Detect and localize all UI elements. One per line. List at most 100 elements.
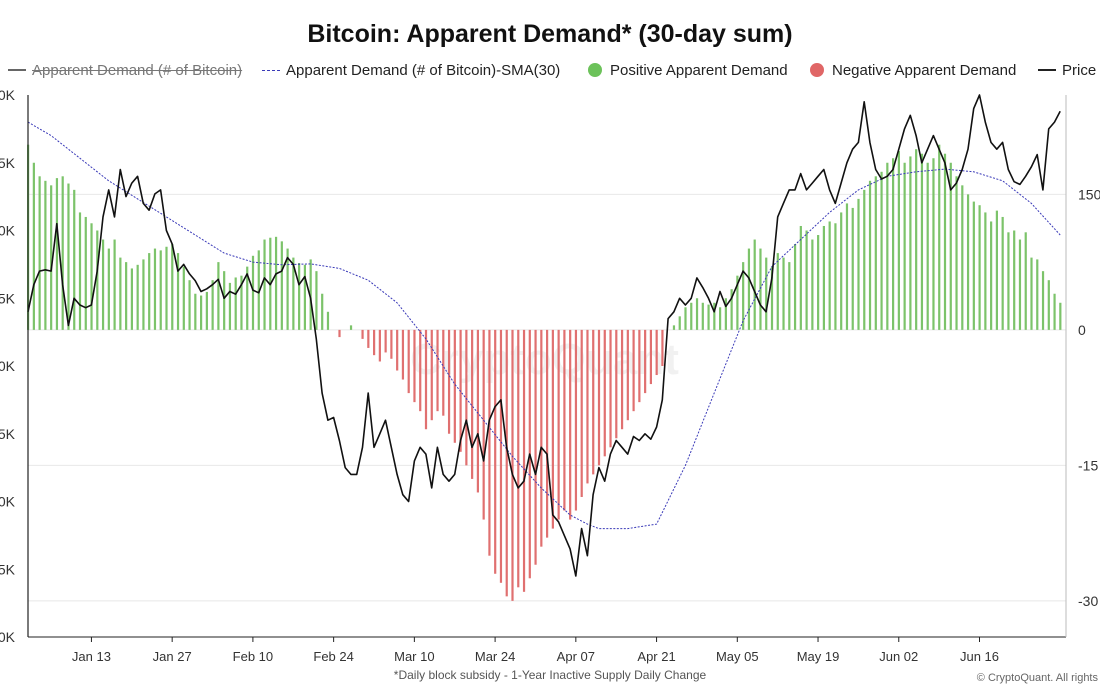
positive-demand-bar (943, 153, 947, 330)
negative-demand-bar (638, 329, 641, 403)
positive-demand-bar (50, 185, 53, 330)
positive-demand-bar (280, 241, 283, 330)
positive-demand-bar (747, 248, 751, 330)
positive-demand-bar (159, 250, 162, 330)
positive-demand-bar (684, 307, 687, 330)
demand-bars (27, 144, 1062, 601)
legend-item-sma[interactable]: Apparent Demand (# of Bitcoin)-SMA(30) (262, 58, 560, 82)
negative-demand-bar (574, 329, 578, 511)
left-tick-label: 0K (0, 629, 16, 645)
positive-demand-bar (805, 230, 808, 330)
positive-demand-bar (851, 207, 854, 330)
positive-demand-bar (274, 236, 278, 330)
positive-demand-bar (707, 304, 710, 330)
price-line (27, 94, 1061, 577)
positive-demand-bar (695, 298, 699, 330)
negative-demand-bar (401, 329, 405, 380)
negative-demand-bar (419, 329, 422, 412)
positive-demand-bar (1024, 232, 1027, 330)
positive-demand-bar (182, 266, 185, 330)
positive-demand-bar (119, 257, 122, 330)
negative-demand-bar (517, 329, 520, 588)
positive-demand-bar (228, 282, 232, 330)
x-tick-label: Jan 13 (72, 649, 111, 664)
legend-green-dot (588, 63, 602, 77)
x-tick-label: May 05 (716, 649, 759, 664)
positive-demand-bar (326, 311, 330, 330)
positive-demand-bar (90, 223, 93, 330)
positive-demand-bar (828, 221, 831, 330)
left-tick-label: 0K (0, 223, 16, 239)
positive-demand-bar (701, 302, 704, 330)
negative-demand-bar (396, 329, 399, 371)
negative-demand-bar (390, 329, 393, 359)
positive-demand-bar (834, 223, 837, 330)
positive-demand-bar (67, 183, 70, 330)
negative-demand-bar (615, 329, 618, 439)
negative-demand-bar (620, 329, 624, 430)
x-tick-label: Feb 24 (313, 649, 353, 664)
right-tick-label: 150 (1078, 186, 1100, 202)
positive-demand-bar (1013, 230, 1016, 330)
right-tick-label: -15 (1078, 457, 1098, 473)
positive-demand-bar (292, 257, 295, 330)
legend-red-dot (810, 63, 824, 77)
positive-demand-bar (857, 198, 860, 330)
positive-demand-bar (920, 153, 924, 330)
positive-demand-bar (136, 264, 139, 330)
positive-demand-bar (78, 212, 82, 330)
positive-demand-bar (286, 248, 289, 330)
positive-demand-bar (165, 246, 168, 330)
legend-label-positive: Positive Apparent Demand (610, 61, 788, 79)
positive-demand-bar (966, 194, 970, 330)
positive-demand-bar (349, 325, 353, 330)
legend-item-negative[interactable]: Negative Apparent Demand (810, 58, 1016, 82)
positive-demand-bar (909, 156, 912, 330)
negative-demand-bar (488, 329, 491, 556)
x-tick-label: Jun 02 (879, 649, 918, 664)
positive-demand-bar (672, 325, 676, 330)
positive-demand-bar (148, 253, 151, 330)
footnote: *Daily block subsidy - 1-Year Inactive S… (393, 668, 707, 682)
x-tick-label: Apr 07 (557, 649, 595, 664)
positive-demand-bar (55, 178, 59, 330)
copyright: © CryptoQuant. All rights (976, 672, 1098, 684)
positive-demand-bar (263, 239, 266, 330)
positive-demand-bar (961, 185, 964, 330)
positive-demand-bar (1047, 280, 1050, 330)
x-tick-label: Jan 27 (153, 649, 192, 664)
negative-demand-bar (505, 329, 508, 597)
positive-demand-bar (1018, 239, 1022, 330)
positive-demand-bar (61, 176, 64, 330)
positive-demand-bar (1041, 271, 1045, 330)
positive-demand-bar (217, 262, 220, 330)
positive-demand-bar (765, 257, 768, 330)
legend-item-positive[interactable]: Positive Apparent Demand (588, 58, 788, 82)
right-tick-label: -30 (1078, 593, 1098, 609)
legend-item-apparent-demand[interactable]: Apparent Demand (# of Bitcoin) (8, 58, 242, 82)
left-tick-label: 5K (0, 155, 16, 171)
positive-demand-bar (309, 259, 312, 330)
negative-demand-bar (551, 329, 554, 529)
positive-demand-bar (142, 259, 145, 330)
negative-demand-bar (430, 329, 433, 421)
negative-demand-bar (546, 329, 549, 538)
negative-demand-bar (424, 329, 428, 430)
positive-demand-bar (782, 257, 785, 330)
negative-demand-bar (534, 329, 537, 565)
negative-demand-bar (632, 329, 635, 412)
positive-demand-bar (892, 158, 895, 330)
negative-demand-bar (649, 329, 652, 385)
positive-demand-bar (125, 262, 128, 330)
positive-demand-bar (321, 293, 324, 330)
positive-demand-bar (1053, 293, 1056, 330)
price-line-group (27, 94, 1061, 577)
negative-demand-bar (626, 329, 629, 421)
legend-item-price[interactable]: Price (1038, 58, 1096, 82)
positive-demand-bar (32, 162, 35, 330)
positive-demand-bar (205, 291, 208, 330)
negative-demand-bar (644, 329, 647, 394)
x-tick-label: May 19 (797, 649, 840, 664)
positive-demand-bar (753, 239, 756, 330)
positive-demand-bar (678, 316, 681, 330)
